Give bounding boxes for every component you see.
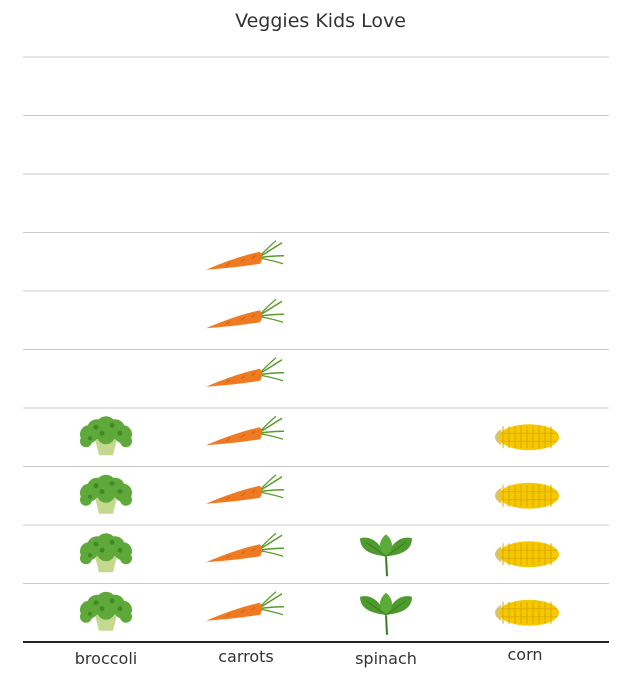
spinach-icon xyxy=(360,534,412,577)
broccoli-icon xyxy=(80,591,132,631)
spinach-icon xyxy=(360,592,412,635)
carrot-icon xyxy=(206,474,285,504)
carrot-icon xyxy=(206,532,285,563)
carrot-icon xyxy=(206,415,285,446)
x-tick-label: broccoli xyxy=(75,649,137,668)
pictograph-icons xyxy=(80,240,559,635)
x-tick-label: carrots xyxy=(218,647,274,666)
x-tick-label: spinach xyxy=(355,649,417,668)
carrot-icon xyxy=(206,298,285,329)
broccoli-icon xyxy=(80,533,132,573)
chart-title: Veggies Kids Love xyxy=(235,10,406,32)
corn-icon xyxy=(495,424,559,451)
carrot-icon xyxy=(206,357,285,387)
broccoli-icon xyxy=(80,474,132,514)
x-axis-labels: broccoli carrots spinach corn xyxy=(75,645,543,668)
carrot-icon xyxy=(206,591,285,621)
corn-icon xyxy=(495,599,559,626)
corn-icon xyxy=(495,541,559,568)
corn-icon xyxy=(495,482,559,509)
carrot-icon xyxy=(206,240,285,270)
gridlines xyxy=(23,56,609,584)
broccoli-icon xyxy=(80,416,132,456)
x-tick-label: corn xyxy=(507,645,542,664)
